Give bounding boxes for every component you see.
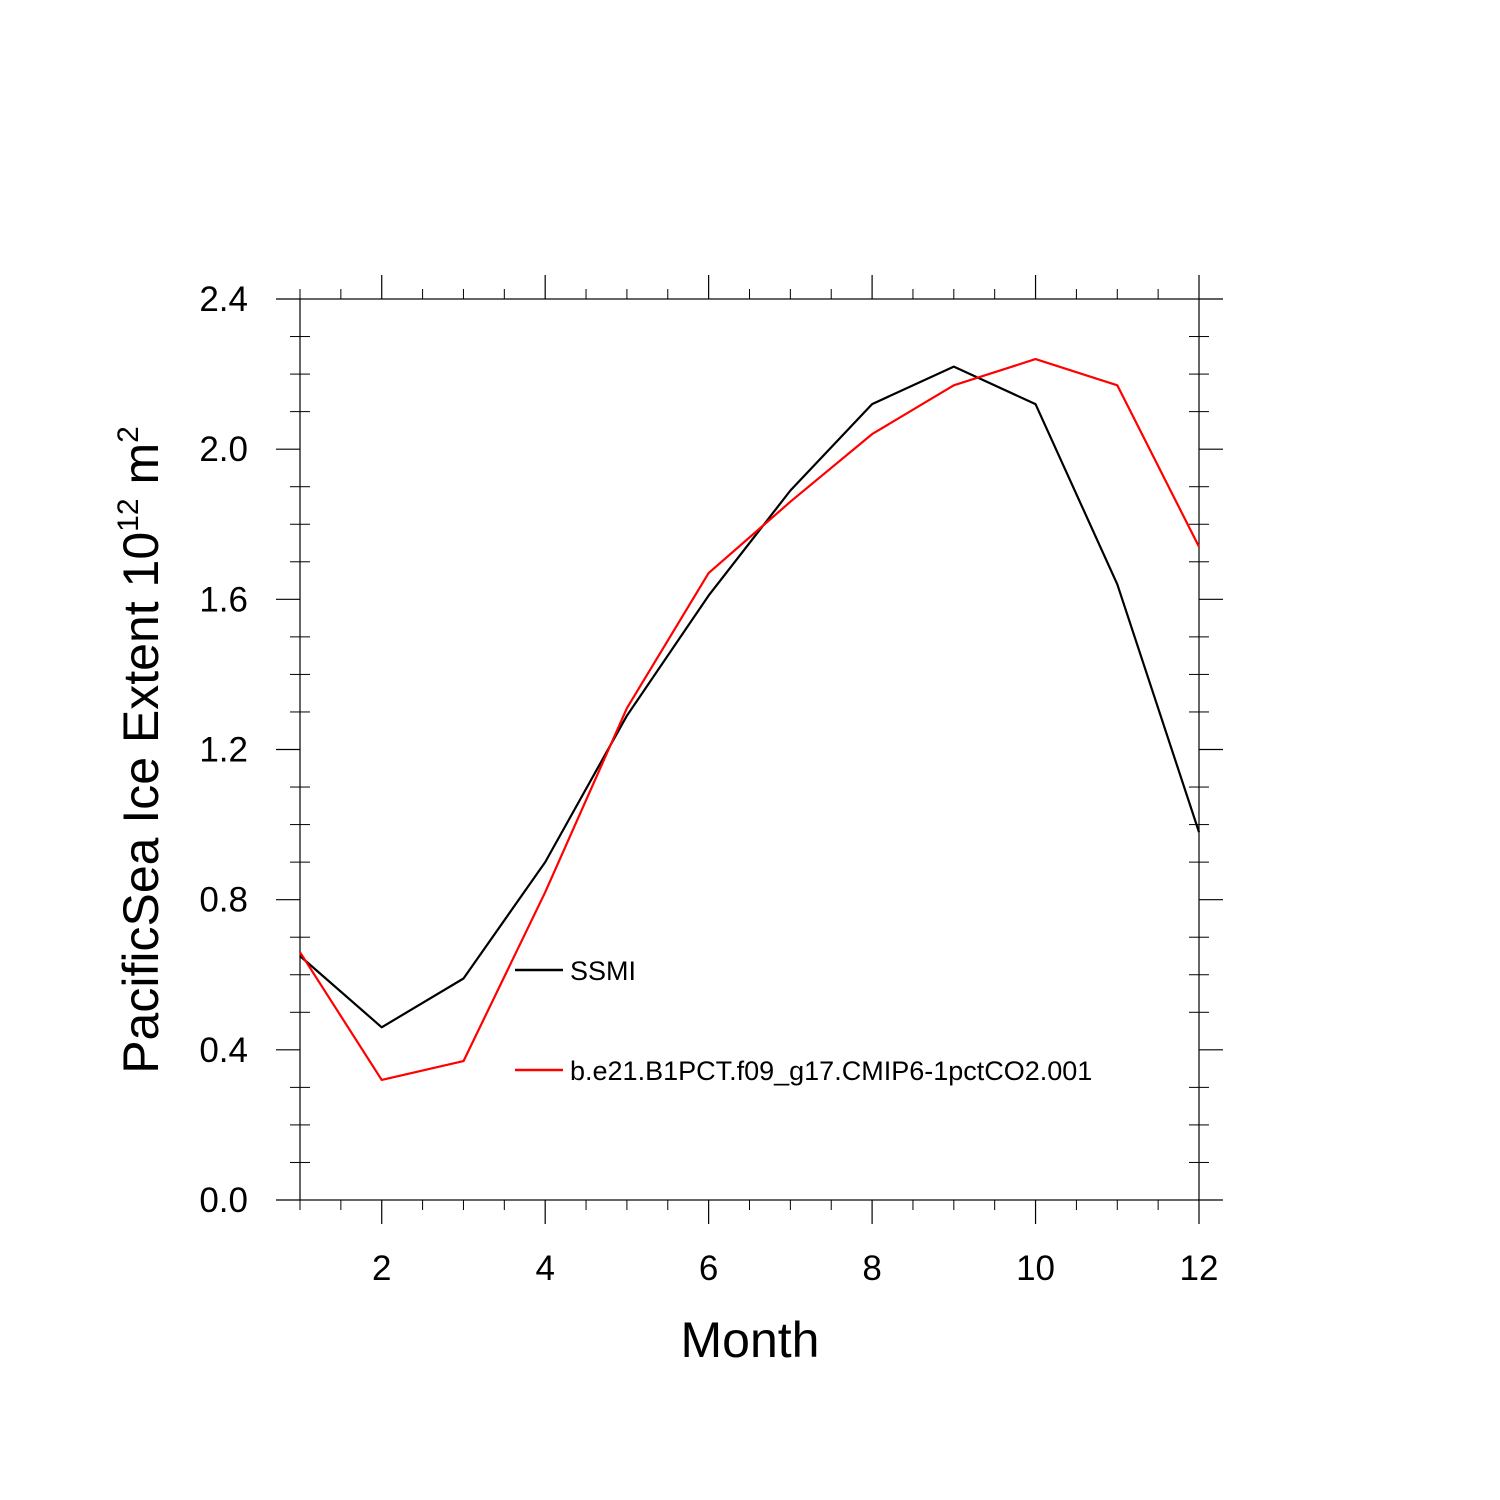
legend-item: SSMI — [515, 956, 636, 986]
axis-ticks — [276, 275, 1223, 1224]
y-axis-title-main: PacificSea Ice Extent 10 — [113, 532, 169, 1074]
y-tick-label: 0.4 — [199, 1031, 248, 1070]
legend-label-cmip6: b.e21.B1PCT.f09_g17.CMIP6-1pctCO2.001 — [570, 1056, 1092, 1086]
y-axis-title-exponent: 12 — [112, 498, 145, 531]
x-tick-label: 12 — [1180, 1249, 1219, 1288]
legend: SSMI b.e21.B1PCT.f09_g17.CMIP6-1pctCO2.0… — [515, 956, 1092, 1086]
legend-label-ssmi: SSMI — [570, 956, 636, 986]
y-tick-label: 0.0 — [199, 1181, 248, 1220]
x-tick-label: 4 — [535, 1249, 554, 1288]
x-tick-label: 8 — [862, 1249, 881, 1288]
y-tick-label: 0.8 — [199, 881, 248, 920]
y-axis-title: PacificSea Ice Extent 1012 m2 — [112, 426, 169, 1074]
y-axis-title-unit-exponent: 2 — [112, 426, 145, 443]
series-lines — [299, 358, 1201, 1082]
y-tick-label: 2.4 — [199, 280, 248, 319]
y-tick-label: 2.0 — [199, 430, 248, 469]
series-line-ssmi — [299, 365, 1201, 1029]
tick-labels: 0.0 0.4 0.8 1.2 1.6 2.0 2.4 2 4 6 8 10 12 — [199, 280, 1218, 1288]
series-line-cmip6 — [299, 358, 1200, 1082]
x-axis-title: Month — [681, 1312, 820, 1368]
x-tick-label: 6 — [699, 1249, 718, 1288]
x-tick-label: 10 — [1016, 1249, 1055, 1288]
y-axis-title-unit: m — [113, 443, 169, 485]
y-tick-label: 1.6 — [199, 580, 248, 619]
y-tick-label: 1.2 — [199, 731, 248, 770]
x-tick-label: 2 — [372, 1249, 391, 1288]
legend-item: b.e21.B1PCT.f09_g17.CMIP6-1pctCO2.001 — [515, 1056, 1092, 1086]
